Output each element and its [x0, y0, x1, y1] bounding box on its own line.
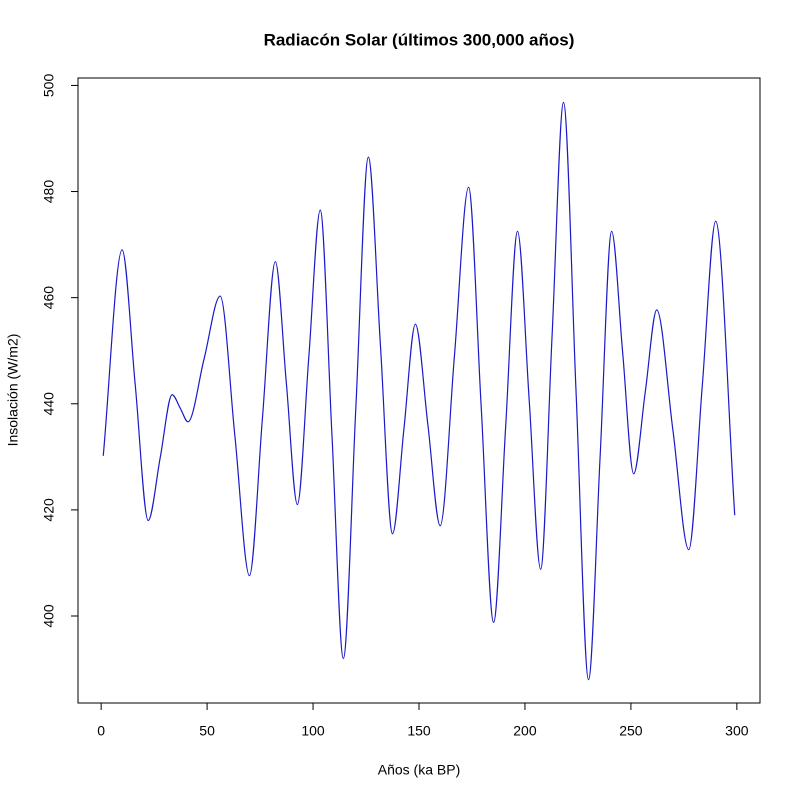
y-tick-label: 400: [41, 604, 57, 628]
x-axis-label: Años (ka BP): [378, 762, 460, 778]
x-tick-label: 200: [513, 723, 537, 739]
y-tick-label: 480: [41, 180, 57, 204]
x-tick-label: 100: [301, 723, 325, 739]
x-tick-label: 300: [725, 723, 749, 739]
data-line: [102, 101, 736, 681]
x-tick-label: 150: [407, 723, 431, 739]
y-tick-label: 420: [41, 498, 57, 522]
plot-box: [77, 77, 761, 704]
x-tick-label: 50: [199, 723, 215, 739]
x-tick-label: 250: [619, 723, 643, 739]
y-tick-label: 460: [41, 286, 57, 310]
y-tick-label: 500: [41, 74, 57, 98]
x-tick-label: 0: [97, 723, 105, 739]
chart-title: Radiacón Solar (últimos 300,000 años): [264, 30, 575, 49]
y-axis-label: Insolación (W/m2): [5, 334, 21, 447]
y-tick-label: 440: [41, 392, 57, 416]
